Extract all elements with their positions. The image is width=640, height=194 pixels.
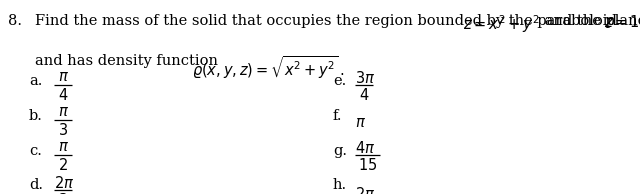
Text: $\varrho(x,y,z) = \sqrt{x^{2}+y^{2}}$$\,.$: $\varrho(x,y,z) = \sqrt{x^{2}+y^{2}}$$\,… <box>192 54 344 81</box>
Text: $\pi$: $\pi$ <box>355 116 366 130</box>
Text: 8.: 8. <box>8 14 22 28</box>
Text: e.: e. <box>333 74 346 88</box>
Text: b.: b. <box>29 109 43 123</box>
Text: c.: c. <box>29 144 42 158</box>
Text: $z = x^{2}+y^{2}$: $z = x^{2}+y^{2}$ <box>463 14 540 35</box>
Text: $4$: $4$ <box>58 87 68 103</box>
Text: $2\pi$: $2\pi$ <box>54 175 74 191</box>
Text: g.: g. <box>333 144 347 158</box>
Text: $\pi$: $\pi$ <box>58 105 70 119</box>
Text: $3$: $3$ <box>58 122 68 138</box>
Text: d.: d. <box>29 178 43 192</box>
Text: $3\pi$: $3\pi$ <box>355 70 375 86</box>
Text: $\pi$: $\pi$ <box>58 140 70 154</box>
Text: and the plane: and the plane <box>540 14 640 28</box>
Text: $z=1$: $z=1$ <box>604 14 639 29</box>
Text: a.: a. <box>29 74 42 88</box>
Text: h.: h. <box>333 178 347 192</box>
Text: $2\pi$: $2\pi$ <box>355 186 376 194</box>
Text: and has density function: and has density function <box>35 54 218 68</box>
Text: $\pi$: $\pi$ <box>58 70 70 84</box>
Text: $15$: $15$ <box>358 157 377 173</box>
Text: $4\pi$: $4\pi$ <box>355 140 375 156</box>
Text: Find the mass of the solid that occupies the region bounded by the paraboloid: Find the mass of the solid that occupies… <box>35 14 617 28</box>
Text: $3$: $3$ <box>58 192 68 194</box>
Text: $2$: $2$ <box>58 157 68 173</box>
Text: $4$: $4$ <box>359 87 369 103</box>
Text: f.: f. <box>333 109 342 123</box>
